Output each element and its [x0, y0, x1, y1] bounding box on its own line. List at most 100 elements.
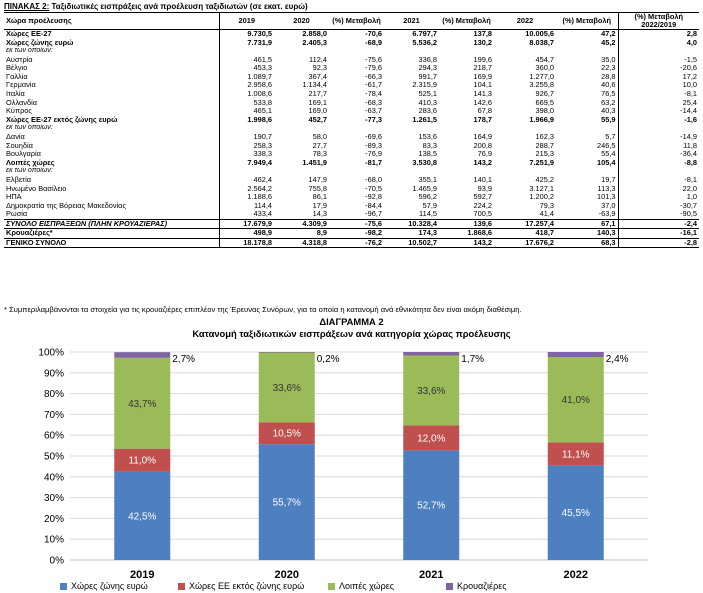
table-cell: -79,6	[365, 64, 382, 73]
bar-segment	[547, 352, 604, 357]
table-cell: 1.261,5	[412, 115, 437, 124]
table-cell: -77,3	[365, 115, 382, 124]
y-tick-label: 100%	[38, 348, 64, 359]
table-cell: 35,0	[601, 55, 616, 64]
table-cell: 190,7	[218, 132, 274, 142]
table-cell: 104,1	[473, 81, 493, 90]
header-col-7: (%) Μεταβολή	[556, 12, 618, 30]
legend-item: Λοιπές χώρες	[328, 581, 394, 591]
table-cell	[274, 167, 329, 176]
table-cell: 174,3	[384, 228, 439, 238]
y-tick-label: 0%	[50, 556, 65, 567]
table-cell: -1,6	[617, 115, 699, 125]
bar-segment	[403, 450, 460, 560]
table-cell: 8.038,7	[529, 38, 554, 47]
table-cell: -96,7	[365, 210, 382, 219]
table-row: Ολλανδία 533,8 169,1 -68,3 410,3 142,6 669,5 63…	[4, 98, 699, 108]
table-cell: 10.502,7	[384, 237, 439, 248]
row-label: Κύπρος	[6, 107, 32, 116]
table-cell: 360,0	[535, 64, 555, 73]
data-label: 2,7%	[172, 354, 195, 365]
header-col-5: (%) Μεταβολή	[439, 12, 494, 30]
table-cell: 215,3	[535, 150, 555, 159]
table-cell: 410,3	[418, 98, 438, 107]
table-cell: -30,7	[617, 201, 699, 211]
table-title: ΠΙΝΑΚΑΣ 2: Ταξιδιωτικές εισπράξεις ανά π…	[4, 2, 308, 11]
bar-segment	[403, 352, 460, 356]
row-label: Ρωσία	[6, 210, 28, 219]
table-cell: 142,6	[473, 98, 493, 107]
table-cell: 27,7	[312, 141, 327, 150]
table-cell: 200,8	[473, 141, 493, 150]
table-cell: 461,5	[218, 55, 274, 65]
table-cell	[556, 124, 618, 133]
table-row: Ιταλία 1.008,6 217,7 -78,4 525,1 141,3 926,7 76…	[4, 89, 699, 99]
table-cell: -61,7	[365, 81, 382, 90]
table-cell: 141,3	[473, 89, 493, 99]
table-cell: 3.530,8	[412, 158, 437, 167]
table-cell: 41,4	[539, 210, 554, 219]
legend-swatch	[178, 582, 185, 590]
table-row: ΓΕΝΙΚΟ ΣΥΝΟΛΟ 18.178,8 4.318,8 -76,2 10.502,…	[4, 237, 699, 248]
table-cell: -2,8	[617, 237, 699, 248]
table-cell: 130,2	[473, 38, 493, 47]
legend-swatch	[60, 582, 67, 590]
y-tick-label: 80%	[44, 389, 64, 400]
table-cell: 498,9	[218, 228, 274, 238]
table-cell: 4.309,9	[274, 218, 329, 229]
table-row: ΗΠΑ 1.188,6 86,1 -92,8 596,2 592,7 1.200,2 101,…	[4, 193, 699, 202]
table-row: εκ των οποίων:	[4, 47, 699, 56]
header-col-6: 2022	[494, 12, 556, 30]
legend-label: Χώρες ζώνης ευρώ	[71, 581, 148, 591]
table-cell: 139,6	[439, 218, 494, 229]
table-cell: 17.679,9	[218, 218, 274, 229]
table-cell: 40,3	[601, 107, 616, 116]
table-cell	[329, 124, 384, 133]
table-cell: -16,1	[617, 228, 699, 238]
table-cell: -75,6	[329, 218, 384, 229]
table-cell	[329, 47, 384, 56]
table-cell: 22,0	[617, 184, 699, 194]
y-tick-label: 60%	[44, 431, 64, 442]
table-cell: -2,4	[617, 218, 699, 229]
table-cell: 55,9	[601, 115, 616, 124]
table-cell: 83,3	[422, 141, 437, 150]
y-tick-label: 20%	[44, 514, 64, 525]
row-label: Δανία	[6, 132, 25, 142]
table-cell: 199,6	[473, 55, 493, 64]
table-cell: 37,0	[601, 201, 616, 210]
table-row: Δανία 190,7 58,0 -69,6 153,6 164,9 162,3 5,7 -14…	[4, 132, 699, 142]
table-cell: 140,3	[556, 228, 618, 238]
table-cell: 294,3	[418, 64, 438, 73]
table-cell: 40,6	[601, 81, 616, 90]
table-cell	[218, 47, 274, 56]
diagram-label: ΔΙΑΓΡΑΜΜΑ 2	[319, 316, 384, 327]
table-cell: 1.451,9	[302, 158, 327, 167]
table-cell: 398,0	[535, 107, 555, 116]
table-cell: 4.318,8	[274, 237, 329, 248]
table-cell: -8,8	[617, 158, 699, 168]
table-cell: -36,4	[617, 150, 699, 159]
table-cell: 19,7	[601, 175, 616, 184]
table-row: Σουηδία 258,3 27,7 -89,3 83,3 200,8 288,7 246,5…	[4, 141, 699, 151]
table-cell: 112,4	[309, 55, 327, 64]
table-row: εκ των οποίων:	[4, 124, 699, 133]
table-cell: 700,5	[473, 210, 493, 219]
table-row: Γερμανία 2.958,6 1.134,4 -61,7 2.315,9 104,1 3…	[4, 81, 699, 90]
table-cell: 68,3	[556, 237, 618, 248]
table-cell: 926,7	[535, 89, 555, 99]
header-col-4: 2021	[384, 12, 439, 30]
row-label: εκ των οποίων:	[6, 167, 53, 175]
table-cell	[617, 47, 699, 56]
y-tick-label: 10%	[44, 535, 64, 546]
table-cell: 76,5	[601, 89, 616, 99]
table-cell: 114,4	[218, 201, 274, 211]
legend-label: Λοιπές χώρες	[339, 581, 395, 591]
table-cell: 86,1	[312, 193, 327, 202]
table-cell: -76,2	[329, 237, 384, 248]
table-cell: 140,1	[473, 175, 493, 184]
table-cell	[439, 124, 494, 133]
table-cell: 465,1	[218, 107, 274, 116]
table-cell: 1.200,2	[529, 193, 554, 202]
table-cell: 57,9	[422, 201, 437, 210]
